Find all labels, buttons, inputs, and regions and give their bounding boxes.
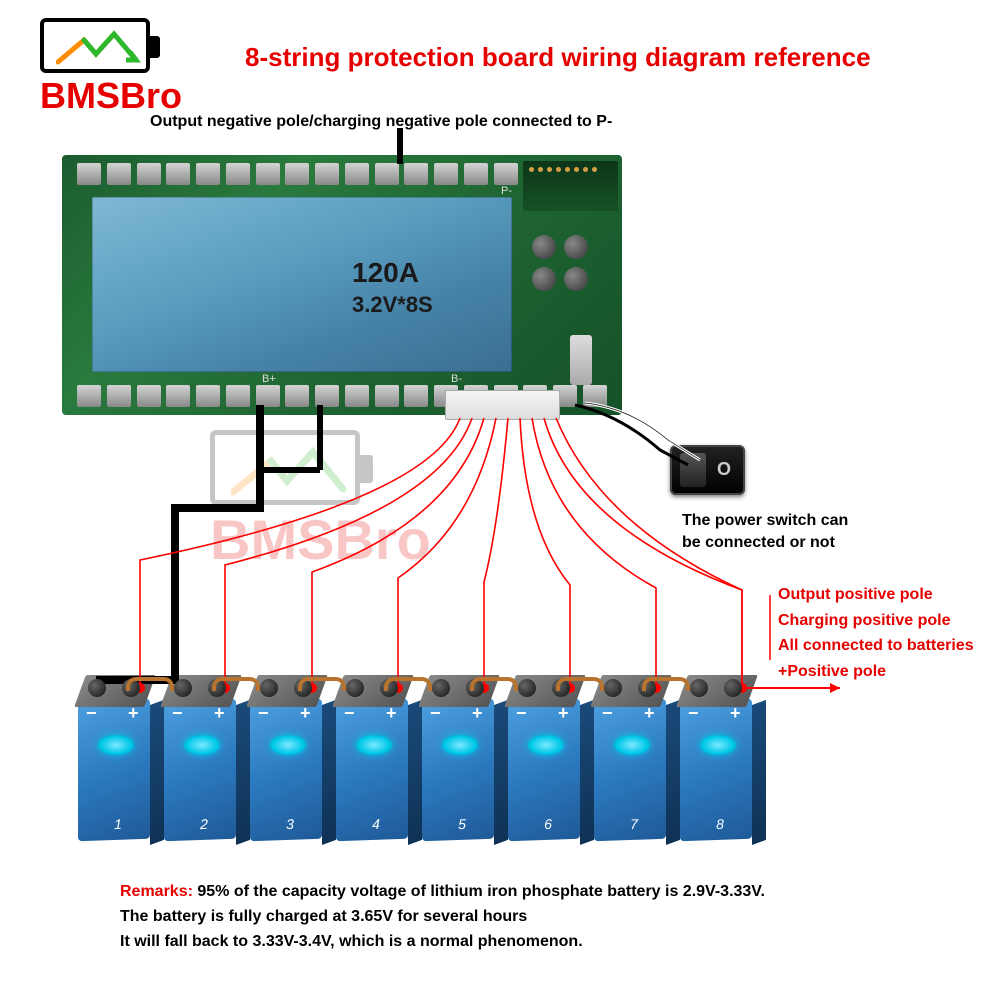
battery-cell: − +1 xyxy=(78,675,164,850)
cell-minus-symbol: − xyxy=(258,703,269,724)
cell-plus-symbol: + xyxy=(128,703,139,724)
cell-number: 7 xyxy=(624,816,644,837)
pos-label-4: +Positive pole xyxy=(778,659,974,685)
cell-led-icon xyxy=(528,735,564,755)
remarks-line2: The battery is fully charged at 3.65V fo… xyxy=(120,905,765,930)
bms-pcb: 120A 3.2V*8S P- B+ B- xyxy=(62,155,622,415)
cell-terminal-negative xyxy=(432,679,450,697)
cell-terminal-positive xyxy=(724,679,742,697)
pcb-right-module xyxy=(523,161,618,211)
cell-jumper xyxy=(556,677,604,691)
cell-jumper xyxy=(126,677,174,691)
cell-plus-symbol: + xyxy=(730,703,741,724)
cell-minus-symbol: − xyxy=(344,703,355,724)
cell-terminal-negative xyxy=(88,679,106,697)
battery-cell: − +8 xyxy=(680,675,766,850)
cell-jumper xyxy=(298,677,346,691)
pos-label-3: All connected to batteries xyxy=(778,633,974,659)
cell-jumper xyxy=(384,677,432,691)
switch-caption-line1: The power switch can xyxy=(682,510,848,532)
remarks-line1: Remarks: 95% of the capacity voltage of … xyxy=(120,880,765,905)
brand-watermark: BMSBro xyxy=(210,430,431,572)
battery-cell: − +4 xyxy=(336,675,422,850)
battery-cell: − +2 xyxy=(164,675,250,850)
logo-zigzag-icon xyxy=(56,30,141,68)
cell-minus-symbol: − xyxy=(172,703,183,724)
cell-led-icon xyxy=(270,735,306,755)
cell-jumper xyxy=(470,677,518,691)
battery-cell: − +7 xyxy=(594,675,680,850)
switch-caption-line2: be connected or not xyxy=(682,532,848,554)
cell-number: 3 xyxy=(280,816,300,837)
pcb-filter-cap xyxy=(570,335,592,385)
cell-number: 6 xyxy=(538,816,558,837)
pos-label-2: Charging positive pole xyxy=(778,608,974,634)
cell-led-icon xyxy=(614,735,650,755)
b-plus-silk: B+ xyxy=(262,373,276,385)
board-voltage-label: 3.2V*8S xyxy=(352,292,433,318)
balance-connector xyxy=(445,390,560,420)
b-minus-silk: B- xyxy=(451,373,462,385)
cell-number: 8 xyxy=(710,816,730,837)
remarks-label: Remarks: xyxy=(120,883,193,900)
cell-terminal-negative xyxy=(174,679,192,697)
battery-pack: − +1 − +2 − +3 − +4 − +5 − +6 − +7 − +8 xyxy=(78,675,766,850)
remarks-line3: It will fall back to 3.33V-3.4V, which i… xyxy=(120,930,765,955)
board-current-label: 120A xyxy=(352,257,419,289)
cell-terminal-negative xyxy=(518,679,536,697)
negative-pole-label: Output negative pole/charging negative p… xyxy=(150,113,612,131)
pos-label-1: Output positive pole xyxy=(778,582,974,608)
cell-plus-symbol: + xyxy=(558,703,569,724)
cell-led-icon xyxy=(98,735,134,755)
battery-cell: − +6 xyxy=(508,675,594,850)
cell-terminal-negative xyxy=(604,679,622,697)
switch-caption: The power switch can be connected or not xyxy=(682,510,848,555)
cell-led-icon xyxy=(356,735,392,755)
cell-led-icon xyxy=(700,735,736,755)
cell-minus-symbol: − xyxy=(86,703,97,724)
cell-plus-symbol: + xyxy=(214,703,225,724)
remarks-line1-rest: 95% of the capacity voltage of lithium i… xyxy=(193,883,765,900)
battery-cell: − +3 xyxy=(250,675,336,850)
cell-number: 2 xyxy=(194,816,214,837)
diagram-title: 8-string protection board wiring diagram… xyxy=(245,42,871,73)
cell-plus-symbol: + xyxy=(300,703,311,724)
cell-terminal-negative xyxy=(346,679,364,697)
cell-plus-symbol: + xyxy=(386,703,397,724)
pcb-heatsink: 120A 3.2V*8S xyxy=(92,197,512,372)
cell-minus-symbol: − xyxy=(516,703,527,724)
cell-led-icon xyxy=(184,735,220,755)
brand-logo: BMSBro xyxy=(40,18,182,117)
cell-minus-symbol: − xyxy=(430,703,441,724)
cell-jumper xyxy=(212,677,260,691)
battery-cell: − +5 xyxy=(422,675,508,850)
positive-pole-labels: Output positive pole Charging positive p… xyxy=(778,582,974,684)
wiring-overlay xyxy=(0,0,1000,1000)
cell-terminal-negative xyxy=(690,679,708,697)
logo-battery-icon xyxy=(40,18,150,73)
cell-minus-symbol: − xyxy=(602,703,613,724)
cell-number: 1 xyxy=(108,816,128,837)
cell-number: 5 xyxy=(452,816,472,837)
remarks-block: Remarks: 95% of the capacity voltage of … xyxy=(120,880,765,954)
power-switch xyxy=(670,445,745,495)
cell-led-icon xyxy=(442,735,478,755)
cell-minus-symbol: − xyxy=(688,703,699,724)
cell-plus-symbol: + xyxy=(644,703,655,724)
cell-terminal-negative xyxy=(260,679,278,697)
cell-number: 4 xyxy=(366,816,386,837)
cell-plus-symbol: + xyxy=(472,703,483,724)
p-minus-silk: P- xyxy=(501,185,512,197)
pcb-capacitors xyxy=(532,235,602,315)
cell-jumper xyxy=(642,677,690,691)
brand-name: BMSBro xyxy=(40,75,182,117)
